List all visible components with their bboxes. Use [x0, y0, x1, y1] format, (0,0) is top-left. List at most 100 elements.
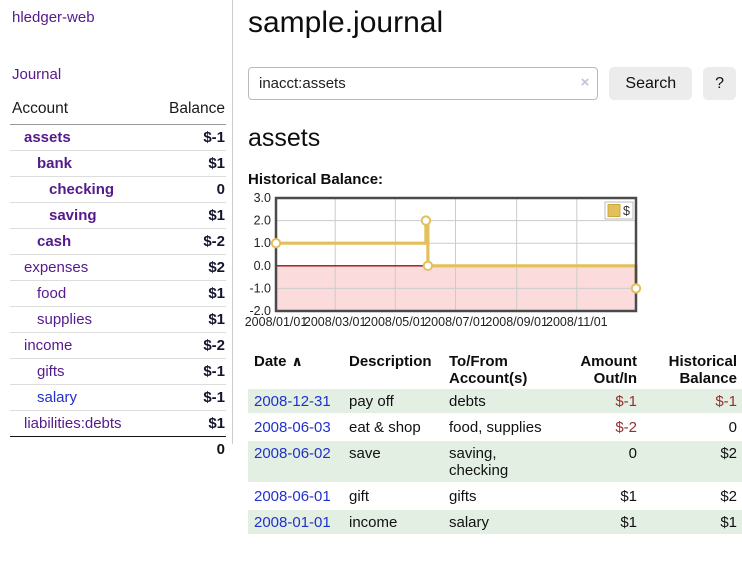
transaction-amount: $-2	[557, 414, 643, 441]
transaction-description: gift	[343, 483, 443, 510]
account-balance: $1	[151, 306, 226, 333]
account-balance: $1	[151, 202, 226, 229]
search-box: ×	[248, 67, 599, 100]
account-row-bank: bank $1	[10, 150, 226, 177]
account-link-assets[interactable]: assets	[24, 129, 71, 146]
transaction-amount: 0	[557, 440, 643, 484]
transaction-description: pay off	[343, 389, 443, 415]
account-link-income[interactable]: income	[24, 337, 73, 354]
account-link-checking[interactable]: checking	[49, 181, 115, 198]
account-balance: $2	[151, 254, 226, 281]
transaction-balance: $2	[643, 483, 742, 510]
sort-ascending-icon: ∧	[291, 353, 303, 369]
account-row-saving: saving $1	[10, 202, 226, 229]
account-row-gifts: gifts $-1	[10, 358, 226, 385]
account-link-cash[interactable]: cash	[37, 233, 72, 250]
transaction-accounts: debts	[443, 389, 557, 415]
register-header-row: Date ∧ Description To/From Account(s) Amo…	[248, 351, 742, 389]
transaction-description: eat & shop	[343, 414, 443, 441]
svg-text:1.0: 1.0	[254, 236, 271, 250]
account-balance: 0	[151, 176, 226, 203]
transaction-date-link[interactable]: 2008-06-02	[254, 445, 331, 462]
account-row-income: income $-2	[10, 332, 226, 359]
svg-text:$: $	[623, 204, 630, 218]
clear-search-icon[interactable]: ×	[580, 74, 590, 91]
account-row-assets: assets $-1	[10, 124, 226, 151]
account-balance: $1	[151, 280, 226, 307]
account-link-bank[interactable]: bank	[37, 155, 73, 172]
help-button[interactable]: ?	[703, 67, 736, 100]
svg-text:-1.0: -1.0	[249, 281, 271, 295]
register-header-description: Description	[349, 353, 432, 370]
historical-balance-chart: 3.0 2.0 1.0 0.0 -1.0 -2.02008/01/012008/03/01…	[245, 191, 642, 329]
register-row: 2008-06-02 save saving, checking 0 $2	[248, 440, 742, 484]
transaction-balance: $1	[643, 509, 742, 536]
account-balance: $-1	[151, 358, 226, 385]
account-link-food[interactable]: food	[37, 285, 67, 302]
accounts-header-row: Account Balance	[10, 98, 226, 125]
account-balance: $1	[151, 150, 226, 177]
accounts-table: Account Balance assets $-1 bank $1 check…	[10, 98, 226, 462]
register-row: 2008-01-01 income salary $1 $1	[248, 509, 742, 536]
svg-text:2008/07/01: 2008/07/01	[424, 315, 487, 329]
account-row-food: food $1	[10, 280, 226, 307]
svg-text:-2.0: -2.0	[249, 304, 271, 318]
transaction-balance: $2	[643, 440, 742, 484]
account-link-gifts[interactable]: gifts	[37, 363, 65, 380]
register-header-balance: Historical Balance	[668, 353, 737, 387]
transaction-balance: 0	[643, 414, 742, 441]
accounts-header-balance: Balance	[151, 98, 226, 125]
svg-text:2008/05/01: 2008/05/01	[364, 315, 427, 329]
transaction-description: income	[343, 509, 443, 536]
register-header-date[interactable]: Date ∧	[254, 353, 303, 370]
page-title: sample.journal	[248, 6, 444, 39]
search-input[interactable]	[248, 67, 599, 100]
account-row-cash: cash $-2	[10, 228, 226, 255]
svg-text:2008/03/01: 2008/03/01	[304, 315, 367, 329]
transaction-date-link[interactable]: 2008-06-01	[254, 488, 331, 505]
register-table: Date ∧ Description To/From Account(s) Amo…	[248, 351, 742, 536]
transaction-date-link[interactable]: 2008-01-01	[254, 514, 331, 531]
account-balance: $-1	[151, 124, 226, 151]
transaction-amount: $-1	[557, 389, 643, 415]
search-button[interactable]: Search	[609, 67, 693, 100]
main-content: sample.journal × Search ? assets Histori…	[233, 0, 742, 536]
account-balance: $1	[151, 410, 226, 437]
register-row: 2008-06-03 eat & shop food, supplies $-2…	[248, 414, 742, 441]
account-balance: $-1	[151, 384, 226, 411]
transaction-balance: $-1	[643, 389, 742, 415]
transaction-date-link[interactable]: 2008-12-31	[254, 393, 331, 410]
app-title-link[interactable]: hledger-web	[12, 9, 95, 26]
account-balance: $-2	[151, 332, 226, 359]
svg-text:2008/11/01: 2008/11/01	[546, 315, 608, 329]
account-link-expenses[interactable]: expenses	[24, 259, 89, 276]
svg-text:3.0: 3.0	[254, 191, 271, 205]
register-row: 2008-12-31 pay off debts $-1 $-1	[248, 389, 742, 415]
register-header-amount: Amount Out/In	[580, 353, 637, 387]
account-row-liabilities-debts: liabilities:debts $1	[10, 410, 226, 437]
sidebar-divider	[232, 0, 233, 444]
account-link-salary[interactable]: salary	[37, 389, 78, 406]
account-row-checking: checking 0	[10, 176, 226, 203]
svg-text:0.0: 0.0	[254, 259, 271, 273]
account-link-liabilities-debts[interactable]: liabilities:debts	[24, 415, 122, 432]
sidebar: hledger-web Journal Account Balance asse…	[0, 0, 233, 462]
transaction-amount: $1	[557, 483, 643, 510]
account-link-supplies[interactable]: supplies	[37, 311, 93, 328]
transaction-accounts: food, supplies	[443, 414, 557, 441]
transaction-amount: $1	[557, 509, 643, 536]
search-form: × Search ?	[248, 67, 736, 100]
account-link-saving[interactable]: saving	[49, 207, 97, 224]
account-row-salary: salary $-1	[10, 384, 226, 411]
account-heading: assets	[248, 124, 321, 152]
accounts-header-account: Account	[10, 98, 152, 125]
sidebar-item-journal[interactable]: Journal	[12, 66, 62, 83]
account-row-supplies: supplies $1	[10, 306, 226, 333]
transaction-accounts: gifts	[443, 483, 557, 510]
chart-title: Historical Balance:	[248, 171, 384, 188]
transaction-date-link[interactable]: 2008-06-03	[254, 419, 331, 436]
account-row-expenses: expenses $2	[10, 254, 226, 281]
accounts-total-value: 0	[216, 441, 225, 458]
svg-text:2.0: 2.0	[254, 214, 271, 228]
register-header-accounts: To/From Account(s)	[449, 353, 528, 387]
